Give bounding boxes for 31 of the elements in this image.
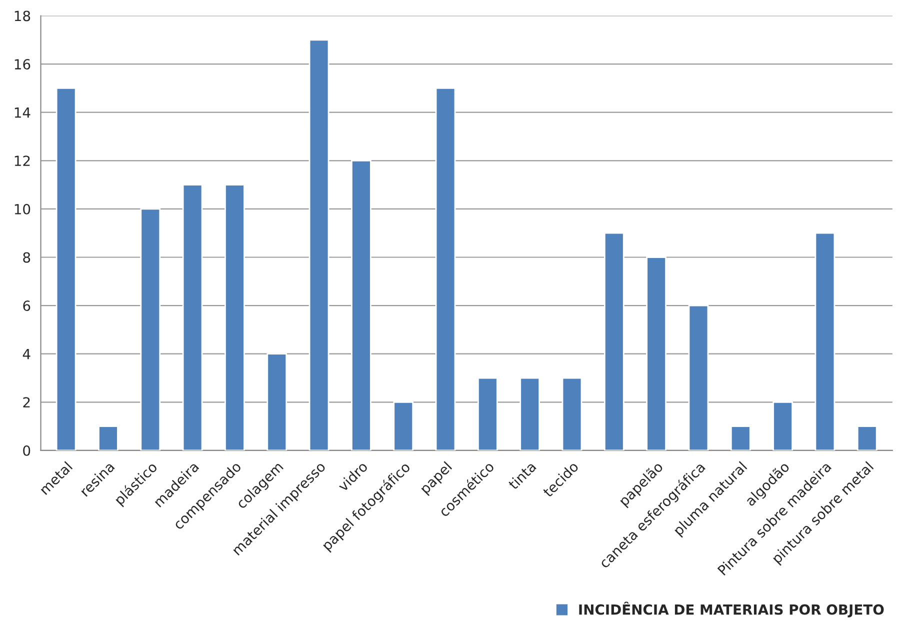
y-tick-label: 0 (23, 445, 30, 456)
y-tick-label: 6 (23, 300, 30, 312)
bar (393, 401, 414, 450)
bar (266, 353, 288, 450)
bar (646, 256, 666, 450)
y-tick-label: 14 (14, 108, 30, 118)
bar (182, 184, 203, 450)
y-tick-label: 2 (23, 397, 30, 408)
bar (56, 88, 76, 450)
y-tick-label: 10 (14, 204, 30, 214)
bar (562, 377, 582, 450)
bar (604, 232, 624, 450)
bar (224, 184, 245, 450)
bar (520, 377, 540, 450)
y-tick-label: 16 (14, 59, 30, 70)
bar (351, 160, 372, 450)
bar (98, 426, 118, 450)
y-tick-label: 8 (23, 252, 30, 263)
y-tick-label: 4 (22, 349, 30, 360)
bar (688, 304, 709, 450)
bar (477, 377, 498, 450)
bar (308, 39, 330, 450)
bar (140, 208, 161, 450)
legend-label: INCIDÊNCIA DE MATERIAIS POR OBJETO (579, 602, 884, 618)
y-tick-label: 18 (14, 10, 30, 22)
bar (856, 426, 878, 450)
y-tick-label: 12 (14, 156, 30, 166)
bar (730, 426, 751, 450)
bar (772, 401, 793, 450)
bar (435, 88, 456, 450)
bar (814, 232, 836, 450)
